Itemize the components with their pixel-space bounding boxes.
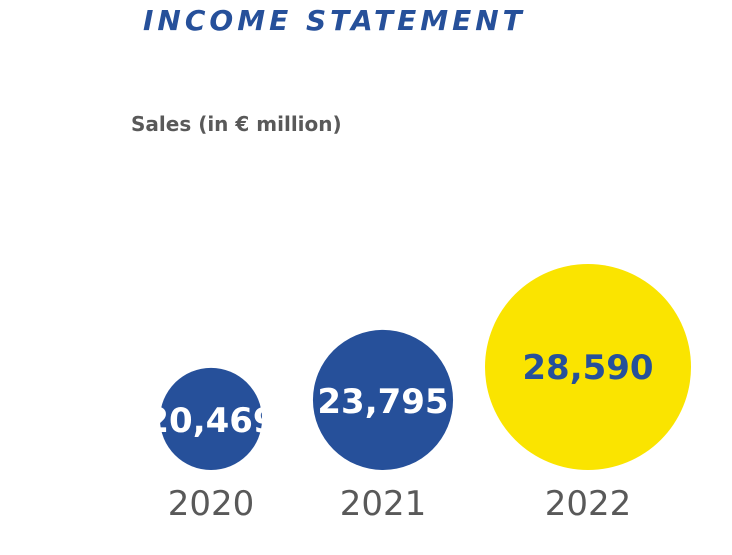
year-label-2021: 2021 — [340, 484, 427, 524]
value-label-2020: 20,469 — [145, 401, 276, 441]
bubble-2022 — [485, 264, 691, 470]
year-label-2022: 2022 — [545, 484, 632, 524]
value-label-2021: 23,795 — [317, 382, 448, 422]
chart-title: Sales (in € million) — [131, 112, 342, 136]
page-title: INCOME STATEMENT — [143, 4, 526, 37]
year-label-2020: 2020 — [168, 484, 255, 524]
value-label-2022: 28,590 — [522, 348, 653, 388]
bubble-2021 — [312, 329, 454, 470]
bubble-2020 — [159, 367, 263, 470]
